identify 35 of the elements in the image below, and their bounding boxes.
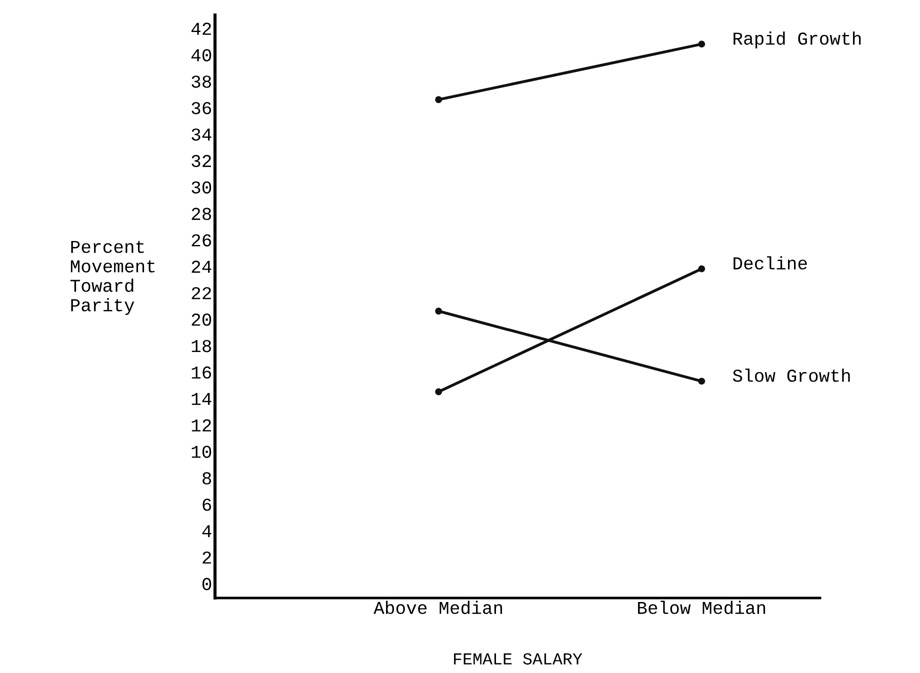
point [698,265,706,272]
y-tick-label: 20 [192,314,212,326]
y-tick-label: 18 [192,340,212,352]
y-tick-label: 36 [192,102,212,114]
y-tick-label: 6 [202,498,212,511]
x-tick-label: Below Median [638,600,766,614]
y-tick-label: 12 [192,419,211,432]
y-tick-label: 30 [192,181,212,194]
series-label: Decline [734,256,807,270]
point [698,40,706,48]
y-tick-label: 16 [192,366,212,379]
y-tick-label: 4 [202,525,212,538]
y-tick-label: 26 [192,234,212,246]
y-axis-title: Percent Movement Toward Parity [70,240,155,315]
y-tick-label: 40 [191,49,212,62]
y-tick-label: 24 [192,260,212,273]
series-label: Slow Growth [732,368,850,382]
x-axis-title: FEMALE SALARY [454,653,582,665]
y-tick-label: 34 [192,128,212,141]
y-tick-label: 10 [192,446,212,458]
y-tick-label: 28 [192,208,212,220]
y-tick-label: 22 [192,287,211,300]
y-tick-label: 38 [192,76,212,88]
point [698,378,706,385]
y-tick-label: 8 [202,472,212,484]
x-tick-label: Above Median [374,600,502,614]
y-tick-label: 14 [192,393,212,405]
series-label: Rapid Growth [734,32,861,48]
point [435,96,442,104]
point [435,388,442,396]
y-tick-label: 42 [191,22,211,35]
point [435,308,442,315]
y-tick-label: 0 [202,578,212,590]
y-tick-label: 32 [192,154,211,168]
y-tick-label: 2 [202,551,211,564]
